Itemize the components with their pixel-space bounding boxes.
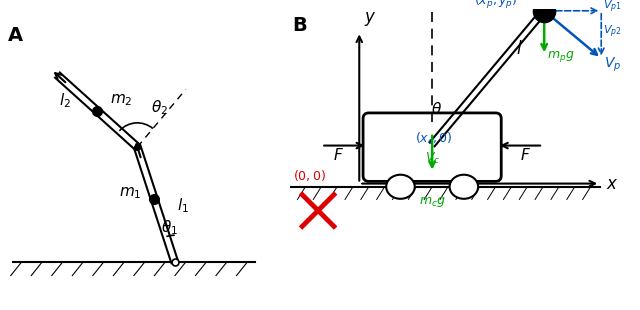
Text: $l$: $l$: [516, 40, 523, 58]
Text: $m_2$: $m_2$: [110, 92, 133, 108]
Ellipse shape: [449, 175, 478, 199]
Ellipse shape: [386, 175, 415, 199]
Text: $m_p g$: $m_p g$: [547, 49, 575, 64]
Text: $V_c$: $V_c$: [424, 151, 440, 166]
Text: $V_p$: $V_p$: [604, 56, 621, 74]
FancyBboxPatch shape: [363, 113, 501, 181]
Text: $l_1$: $l_1$: [177, 196, 189, 215]
Text: A: A: [8, 25, 23, 45]
Text: $m_1$: $m_1$: [118, 185, 141, 201]
Text: $F$: $F$: [333, 147, 344, 163]
Text: $(0,0)$: $(0,0)$: [292, 168, 326, 184]
Text: $(x_p,y_p)$: $(x_p,y_p)$: [474, 0, 518, 11]
Text: $\theta_2$: $\theta_2$: [151, 98, 168, 117]
Text: $y$: $y$: [364, 10, 376, 28]
Text: $x$: $x$: [607, 175, 619, 193]
Text: $l_2$: $l_2$: [59, 92, 71, 110]
Text: $V_{p2}$: $V_{p2}$: [603, 24, 621, 40]
Text: $m_c g$: $m_c g$: [419, 195, 445, 209]
Text: $\theta_1$: $\theta_1$: [161, 219, 179, 237]
Text: $(x_c,0)$: $(x_c,0)$: [415, 131, 452, 147]
Text: $F$: $F$: [520, 147, 531, 163]
Text: $V_{p1}$: $V_{p1}$: [603, 0, 621, 15]
Text: $\theta$: $\theta$: [431, 101, 442, 117]
Text: B: B: [292, 16, 307, 35]
